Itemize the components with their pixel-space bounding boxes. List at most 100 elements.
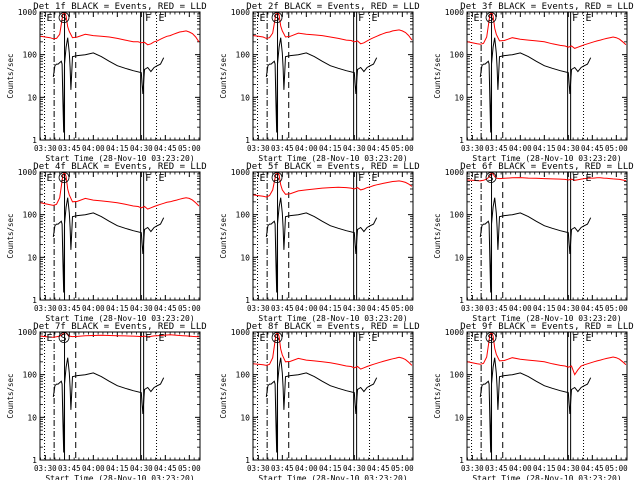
y-tick-label: 1000 (231, 168, 250, 177)
panel-4: Det 4f BLACK = Events, RED = LLD 1 10 100 10… (6, 162, 207, 323)
x-tick-label: 04:45 (154, 464, 177, 473)
x-tick-label: 04:15 (106, 144, 129, 153)
x-tick-label: 04:30 (557, 304, 580, 313)
marker-label-E: E (159, 333, 165, 344)
x-tick-label: 03:45 (485, 144, 508, 153)
x-tick-label: 04:15 (533, 304, 556, 313)
y-tick-label: 100 (236, 211, 251, 220)
y-tick-label: 1 (245, 456, 250, 465)
y-tick-label: 1 (459, 136, 464, 145)
x-axis-label: Start Time (28-Nov-10 03:23:20) (472, 154, 621, 163)
plot-frame (39, 171, 201, 301)
x-tick-label: 04:15 (319, 464, 342, 473)
marker-label-E: E (260, 13, 266, 24)
marker-label-F: F (572, 13, 578, 24)
panel-title: Det 1f BLACK = Events, RED = LLD (33, 2, 206, 12)
x-tick-label: 05:00 (391, 144, 414, 153)
y-axis-label: Counts/sec (6, 53, 15, 98)
events-series-line (265, 197, 378, 293)
marker-label-F: F (358, 13, 364, 24)
x-axis-label: Start Time (28-Nov-10 03:23:20) (258, 314, 407, 323)
marker-label-E: E (586, 333, 592, 344)
x-tick-label: 03:30 (247, 304, 270, 313)
x-tick-label: 03:45 (58, 144, 81, 153)
lld-series-line (467, 332, 627, 376)
y-axis-label: Counts/sec (6, 373, 15, 418)
marker-label-S: S (488, 173, 494, 184)
y-tick-label: 1000 (18, 8, 37, 17)
x-axis-label: Start Time (28-Nov-10 03:23:20) (45, 314, 194, 323)
events-series-line (52, 197, 165, 293)
marker-label-E: E (586, 13, 592, 24)
marker-label-S: S (61, 333, 67, 344)
marker-label-F: F (145, 173, 151, 184)
x-tick-label: 05:00 (391, 304, 414, 313)
marker-label-E: E (474, 173, 480, 184)
y-tick-label: 1 (459, 456, 464, 465)
marker-label-E: E (372, 13, 378, 24)
x-tick-label: 04:00 (82, 144, 105, 153)
x-tick-label: 03:30 (247, 144, 270, 153)
y-tick-label: 10 (27, 413, 37, 422)
y-tick-label: 100 (450, 51, 465, 60)
events-series-line (479, 37, 592, 133)
events-series-line (52, 357, 165, 453)
x-tick-label: 04:45 (367, 464, 390, 473)
plot-area (40, 332, 199, 460)
y-axis-label: Counts/sec (433, 373, 442, 418)
x-tick-label: 03:30 (461, 144, 484, 153)
y-tick-label: 100 (450, 211, 465, 220)
panel-3: Det 3f BLACK = Events, RED = LLD 1 10 100 10… (433, 2, 634, 163)
marker-label-E: E (47, 173, 53, 184)
lld-series-line (253, 12, 413, 45)
marker-label-E: E (474, 333, 480, 344)
plot-frame (39, 11, 201, 141)
x-tick-label: 05:00 (605, 304, 628, 313)
plot-frame (466, 171, 628, 301)
x-tick-label: 04:30 (343, 464, 366, 473)
x-tick-label: 03:45 (58, 304, 81, 313)
x-tick-label: 03:45 (271, 464, 294, 473)
plot-frame (252, 331, 414, 461)
events-series-line (52, 37, 165, 133)
x-axis-label: Start Time (28-Nov-10 03:23:20) (472, 314, 621, 323)
y-axis-label: Counts/sec (6, 213, 15, 258)
lld-series-line (40, 12, 200, 46)
x-tick-label: 04:00 (295, 144, 318, 153)
x-tick-label: 04:30 (130, 304, 153, 313)
panel-9: Det 9f BLACK = Events, RED = LLD 1 10 100 10… (433, 322, 634, 480)
lld-series-line (253, 332, 413, 370)
marker-label-S: S (274, 173, 280, 184)
x-tick-label: 03:30 (461, 464, 484, 473)
plot-frame (466, 331, 628, 461)
x-tick-label: 04:45 (154, 304, 177, 313)
x-tick-label: 05:00 (178, 304, 201, 313)
plot-frame (466, 11, 628, 141)
x-tick-label: 03:30 (34, 304, 57, 313)
x-tick-label: 04:45 (581, 464, 604, 473)
x-tick-label: 04:15 (319, 144, 342, 153)
x-tick-label: 04:15 (106, 304, 129, 313)
y-tick-label: 10 (240, 413, 250, 422)
y-tick-label: 1000 (445, 8, 464, 17)
y-tick-label: 1 (245, 296, 250, 305)
marker-label-S: S (61, 173, 67, 184)
events-series-line (479, 357, 592, 453)
panel-1: Det 1f BLACK = Events, RED = LLD 1 10 100 10… (6, 2, 207, 163)
marker-label-S: S (488, 13, 494, 24)
x-tick-label: 03:30 (34, 144, 57, 153)
x-axis-label: Start Time (28-Nov-10 03:23:20) (45, 474, 194, 480)
y-tick-label: 10 (454, 253, 464, 262)
x-tick-label: 04:15 (106, 464, 129, 473)
x-tick-label: 03:45 (485, 464, 508, 473)
x-tick-label: 04:00 (295, 464, 318, 473)
y-tick-label: 100 (236, 371, 251, 380)
panel-title: Det 6f BLACK = Events, RED = LLD (460, 162, 633, 172)
y-tick-label: 1000 (445, 168, 464, 177)
marker-label-E: E (47, 333, 53, 344)
y-tick-label: 100 (23, 211, 38, 220)
x-tick-label: 04:00 (509, 464, 532, 473)
x-tick-label: 03:30 (247, 464, 270, 473)
x-axis-label: Start Time (28-Nov-10 03:23:20) (258, 474, 407, 480)
y-tick-label: 1 (32, 456, 37, 465)
